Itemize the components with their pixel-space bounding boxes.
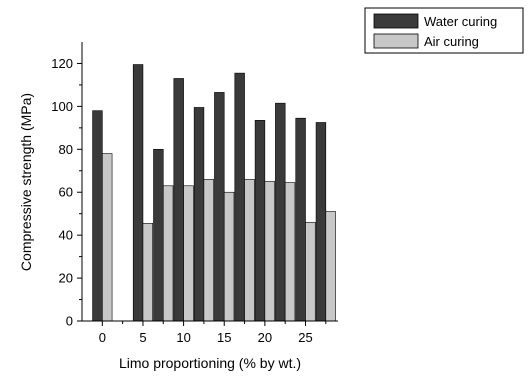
y-ticks-group: 0 20 40 60 80 100 120 [51,56,82,329]
bars-group [92,64,336,322]
bar-air-curing-5 [223,191,235,322]
bar-water-curing-1 [132,64,144,322]
bar-air-curing-7 [264,181,275,322]
x-ticks-group: 0 5 10 15 20 25 [99,321,327,345]
legend-swatch-air-curing [373,33,419,49]
y-tick-label: 100 [51,99,73,114]
axes-group [81,42,338,322]
y-tick-label: 80 [59,142,73,157]
legend-label-air-curing: Air curing [424,34,479,49]
x-tick-label: 15 [217,330,231,345]
legend: Water curing Air curing [364,7,524,54]
bar-air-curing-9 [305,221,316,322]
bar-air-curing-10 [325,211,336,322]
bar-water-curing-5 [214,92,225,322]
bar-water-curing-0 [92,110,103,322]
bar-air-curing-4 [203,179,214,322]
bar-water-curing-10 [315,122,327,322]
bar-water-curing-7 [254,120,266,322]
bar-water-curing-4 [193,107,205,322]
bar-air-curing-0 [102,153,113,322]
bar-water-curing-2 [153,149,164,322]
legend-label-water-curing: Water curing [424,14,497,29]
bar-air-curing-2 [162,185,174,322]
bar-water-curing-6 [234,72,245,322]
x-tick-label: 25 [298,330,312,345]
bar-air-curing-3 [183,185,194,322]
y-tick-label: 20 [59,271,73,286]
bar-water-curing-9 [295,117,306,322]
x-tick-label: 20 [258,330,272,345]
x-tick-label: 0 [99,330,106,345]
y-tick-label: 40 [59,228,73,243]
x-tick-label: 5 [139,330,146,345]
bar-water-curing-3 [173,78,184,322]
y-tick-label: 0 [66,314,73,329]
y-tick-label: 120 [51,56,73,71]
x-axis-title: Limo proportioning (% by wt.) [119,355,301,371]
bar-air-curing-6 [244,179,255,322]
y-axis-title: Compressive strength (MPa) [18,93,34,271]
y-tick-label: 60 [59,185,73,200]
bar-air-curing-1 [142,223,153,322]
bar-water-curing-8 [275,102,286,322]
bar-air-curing-8 [284,182,296,322]
legend-swatch-water-curing [373,13,419,29]
x-tick-label: 10 [176,330,190,345]
